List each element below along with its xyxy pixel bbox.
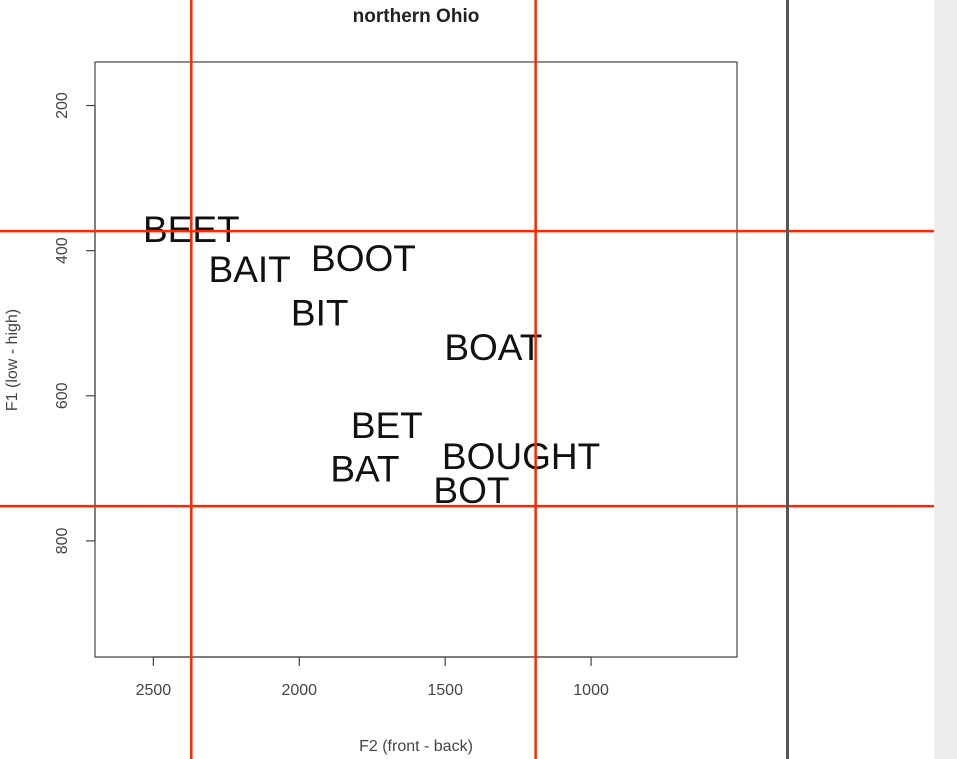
x-tick-label: 1000 xyxy=(573,682,609,699)
x-axis-label: F2 (front - back) xyxy=(359,738,473,755)
vowel-point-label: BET xyxy=(351,405,423,446)
vowel-point-label: BOAT xyxy=(444,327,542,368)
vowel-point-label: BOUGHT xyxy=(442,436,600,477)
chart-title: northern Ohio xyxy=(353,6,480,27)
right-side-panel xyxy=(934,0,957,759)
x-tick-label: 2000 xyxy=(281,682,317,699)
y-tick-label: 600 xyxy=(54,382,71,409)
vowel-point-label: BIT xyxy=(291,292,349,333)
x-tick-label: 1500 xyxy=(427,682,463,699)
y-tick-label: 400 xyxy=(54,237,71,264)
vowel-point-label: BAT xyxy=(330,448,399,489)
y-axis-label: F1 (low - high) xyxy=(4,309,21,411)
vowel-point-label: BOOT xyxy=(311,238,416,279)
x-axis: 2500 2000 1500 1000 xyxy=(136,656,609,699)
vowel-point-label: BOT xyxy=(433,470,509,511)
y-axis: 200 400 600 800 xyxy=(54,92,96,554)
x-tick-label: 2500 xyxy=(136,682,172,699)
y-tick-label: 800 xyxy=(54,527,71,554)
y-tick-label: 200 xyxy=(54,92,71,119)
panel-divider xyxy=(786,0,789,759)
vowel-point-label: BAIT xyxy=(209,249,291,290)
